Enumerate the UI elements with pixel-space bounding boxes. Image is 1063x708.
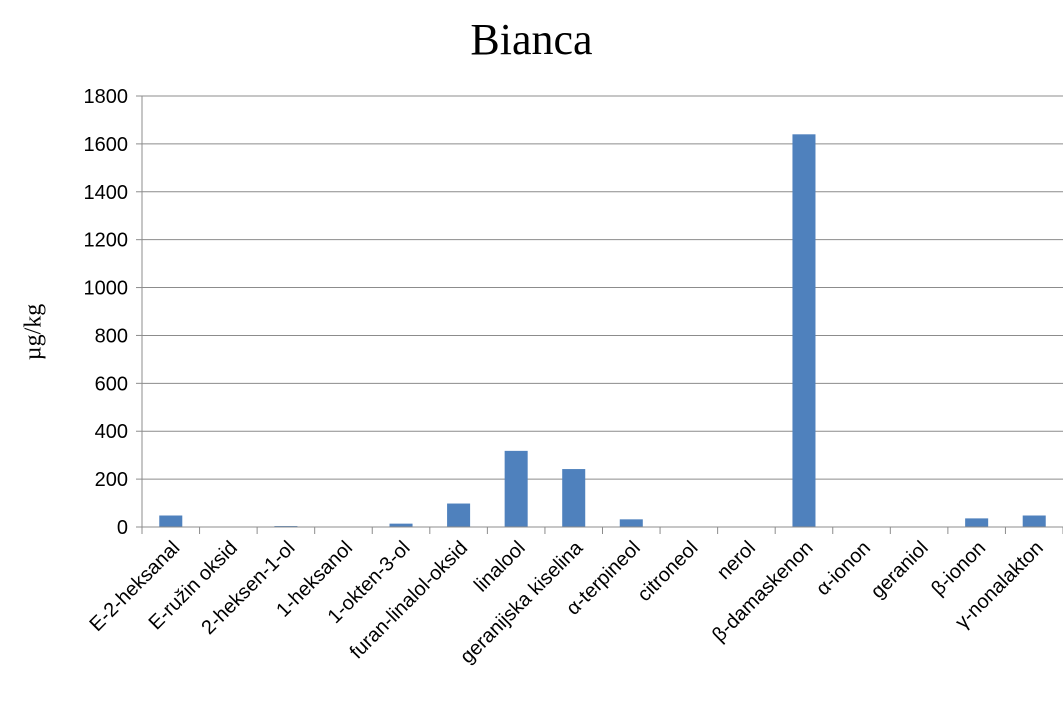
bar bbox=[389, 523, 413, 527]
bar bbox=[447, 503, 471, 527]
y-tick-labels: 0 200 400 600 800 1000 1200 1400 1600 1800 bbox=[84, 86, 129, 539]
y-tick-label: 1400 bbox=[84, 182, 129, 204]
gridlines bbox=[136, 95, 1063, 528]
bars bbox=[159, 134, 1046, 528]
y-tick-label: 600 bbox=[95, 373, 128, 395]
y-tick-label: 1000 bbox=[84, 278, 129, 300]
y-tick-label: 0 bbox=[117, 517, 128, 539]
x-tick-label: nerol bbox=[713, 537, 760, 584]
y-tick-label: 1200 bbox=[84, 230, 129, 252]
y-tick-label: 800 bbox=[95, 325, 128, 347]
bar bbox=[504, 450, 528, 527]
y-tick-label: 200 bbox=[95, 469, 128, 491]
x-tick-label: β-damaskenon bbox=[708, 537, 817, 646]
bar bbox=[159, 515, 183, 527]
y-tick-label: 1600 bbox=[84, 134, 129, 156]
x-tick-label: geraniol bbox=[867, 537, 933, 603]
bar bbox=[965, 518, 989, 527]
bar bbox=[619, 519, 643, 527]
bar bbox=[562, 469, 586, 527]
chart-title: Bianca bbox=[470, 15, 593, 64]
y-tick-label: 1800 bbox=[84, 86, 129, 108]
x-tick-label: α-ionon bbox=[812, 537, 875, 600]
y-tick-label: 400 bbox=[95, 421, 128, 443]
bar bbox=[792, 134, 816, 528]
axes bbox=[141, 96, 1063, 534]
x-tick-label: citroneol bbox=[633, 537, 702, 606]
bar bbox=[1022, 515, 1046, 527]
